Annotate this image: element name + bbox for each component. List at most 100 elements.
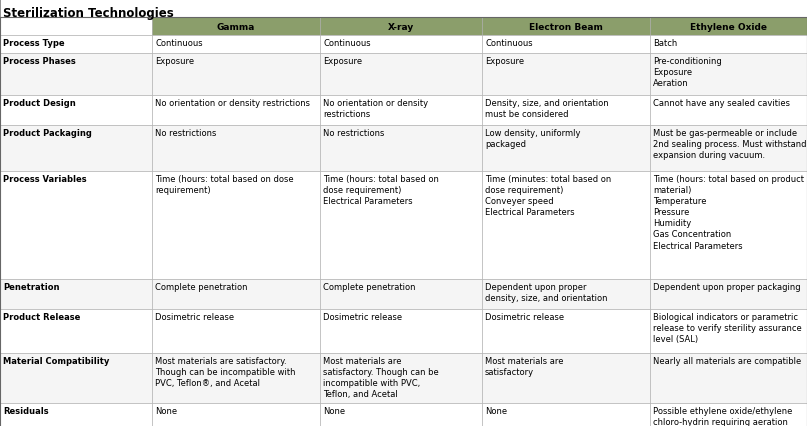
Bar xyxy=(152,403,320,426)
Text: Must be gas-permeable or include
2nd sealing process. Must withstand
expansion d: Must be gas-permeable or include 2nd sea… xyxy=(653,129,806,160)
Text: No restrictions: No restrictions xyxy=(155,129,216,138)
Bar xyxy=(320,353,482,403)
Text: None: None xyxy=(323,406,345,415)
Text: Low density, uniformly
packaged: Low density, uniformly packaged xyxy=(485,129,580,149)
Text: None: None xyxy=(485,406,507,415)
Bar xyxy=(320,18,482,36)
Text: Dependent upon proper packaging: Dependent upon proper packaging xyxy=(653,282,801,291)
Text: Continuous: Continuous xyxy=(485,39,533,48)
Bar xyxy=(152,172,320,279)
Bar xyxy=(0,36,152,54)
Text: Complete penetration: Complete penetration xyxy=(323,282,416,291)
Text: Dependent upon proper
density, size, and orientation: Dependent upon proper density, size, and… xyxy=(485,282,608,302)
Bar xyxy=(650,279,807,309)
Bar xyxy=(152,309,320,353)
Bar xyxy=(152,96,320,126)
Bar xyxy=(320,54,482,96)
Text: Nearly all materials are compatible: Nearly all materials are compatible xyxy=(653,356,801,365)
Text: No restrictions: No restrictions xyxy=(323,129,384,138)
Bar xyxy=(0,279,152,309)
Text: Dosimetric release: Dosimetric release xyxy=(323,312,402,321)
Text: Process Variables: Process Variables xyxy=(3,175,86,184)
Bar xyxy=(482,279,650,309)
Text: Product Design: Product Design xyxy=(3,99,76,108)
Bar xyxy=(0,172,152,279)
Bar xyxy=(650,403,807,426)
Text: Exposure: Exposure xyxy=(485,57,524,66)
Bar xyxy=(650,96,807,126)
Bar xyxy=(320,309,482,353)
Bar xyxy=(650,309,807,353)
Bar xyxy=(482,18,650,36)
Bar xyxy=(152,279,320,309)
Bar xyxy=(650,353,807,403)
Text: Ethylene Oxide: Ethylene Oxide xyxy=(690,23,767,32)
Bar xyxy=(482,309,650,353)
Bar xyxy=(482,126,650,172)
Text: None: None xyxy=(155,406,177,415)
Text: Batch: Batch xyxy=(653,39,677,48)
Text: X-ray: X-ray xyxy=(388,23,414,32)
Text: Product Release: Product Release xyxy=(3,312,81,321)
Text: Complete penetration: Complete penetration xyxy=(155,282,248,291)
Text: Most materials are
satisfactory. Though can be
incompatible with PVC,
Teflon, an: Most materials are satisfactory. Though … xyxy=(323,356,439,398)
Text: Time (hours: total based on product
material)
Temperature
Pressure
Humidity
Gas : Time (hours: total based on product mate… xyxy=(653,175,804,250)
Bar xyxy=(650,126,807,172)
Text: Process Type: Process Type xyxy=(3,39,65,48)
Text: Possible ethylene oxide/ethylene
chloro-hydrin requiring aeration
period followi: Possible ethylene oxide/ethylene chloro-… xyxy=(653,406,792,426)
Bar xyxy=(320,172,482,279)
Text: Gamma: Gamma xyxy=(217,23,255,32)
Text: Biological indicators or parametric
release to verify sterility assurance
level : Biological indicators or parametric rele… xyxy=(653,312,801,343)
Bar xyxy=(650,54,807,96)
Bar xyxy=(0,54,152,96)
Bar xyxy=(0,18,152,36)
Bar xyxy=(650,172,807,279)
Bar xyxy=(320,96,482,126)
Bar xyxy=(482,353,650,403)
Text: Sterilization Technologies: Sterilization Technologies xyxy=(3,7,174,20)
Bar xyxy=(0,353,152,403)
Bar xyxy=(152,126,320,172)
Bar xyxy=(0,309,152,353)
Text: Time (minutes: total based on
dose requirement)
Conveyer speed
Electrical Parame: Time (minutes: total based on dose requi… xyxy=(485,175,611,217)
Text: Penetration: Penetration xyxy=(3,282,60,291)
Bar xyxy=(482,172,650,279)
Text: Exposure: Exposure xyxy=(155,57,194,66)
Bar xyxy=(482,403,650,426)
Bar xyxy=(152,353,320,403)
Bar xyxy=(152,18,320,36)
Text: Residuals: Residuals xyxy=(3,406,48,415)
Bar xyxy=(650,36,807,54)
Bar xyxy=(320,403,482,426)
Text: Time (hours: total based on
dose requirement)
Electrical Parameters: Time (hours: total based on dose require… xyxy=(323,175,439,206)
Bar xyxy=(650,18,807,36)
Text: Material Compatibility: Material Compatibility xyxy=(3,356,110,365)
Text: Product Packaging: Product Packaging xyxy=(3,129,92,138)
Bar xyxy=(152,36,320,54)
Text: Density, size, and orientation
must be considered: Density, size, and orientation must be c… xyxy=(485,99,608,119)
Text: No orientation or density
restrictions: No orientation or density restrictions xyxy=(323,99,429,119)
Text: Dosimetric release: Dosimetric release xyxy=(485,312,564,321)
Text: Most materials are satisfactory.
Though can be incompatible with
PVC, Teflon®, a: Most materials are satisfactory. Though … xyxy=(155,356,295,387)
Bar xyxy=(320,126,482,172)
Bar xyxy=(482,36,650,54)
Text: Dosimetric release: Dosimetric release xyxy=(155,312,234,321)
Bar xyxy=(0,96,152,126)
Text: Pre-conditioning
Exposure
Aeration: Pre-conditioning Exposure Aeration xyxy=(653,57,721,88)
Text: Exposure: Exposure xyxy=(323,57,362,66)
Text: Most materials are
satisfactory: Most materials are satisfactory xyxy=(485,356,563,376)
Bar xyxy=(0,126,152,172)
Bar xyxy=(320,279,482,309)
Text: No orientation or density restrictions: No orientation or density restrictions xyxy=(155,99,310,108)
Bar xyxy=(482,96,650,126)
Bar xyxy=(320,36,482,54)
Text: Continuous: Continuous xyxy=(323,39,370,48)
Text: Time (hours: total based on dose
requirement): Time (hours: total based on dose require… xyxy=(155,175,294,195)
Bar xyxy=(152,54,320,96)
Text: Process Phases: Process Phases xyxy=(3,57,76,66)
Text: Cannot have any sealed cavities: Cannot have any sealed cavities xyxy=(653,99,790,108)
Bar xyxy=(0,403,152,426)
Text: Electron Beam: Electron Beam xyxy=(529,23,603,32)
Text: Continuous: Continuous xyxy=(155,39,203,48)
Bar xyxy=(482,54,650,96)
